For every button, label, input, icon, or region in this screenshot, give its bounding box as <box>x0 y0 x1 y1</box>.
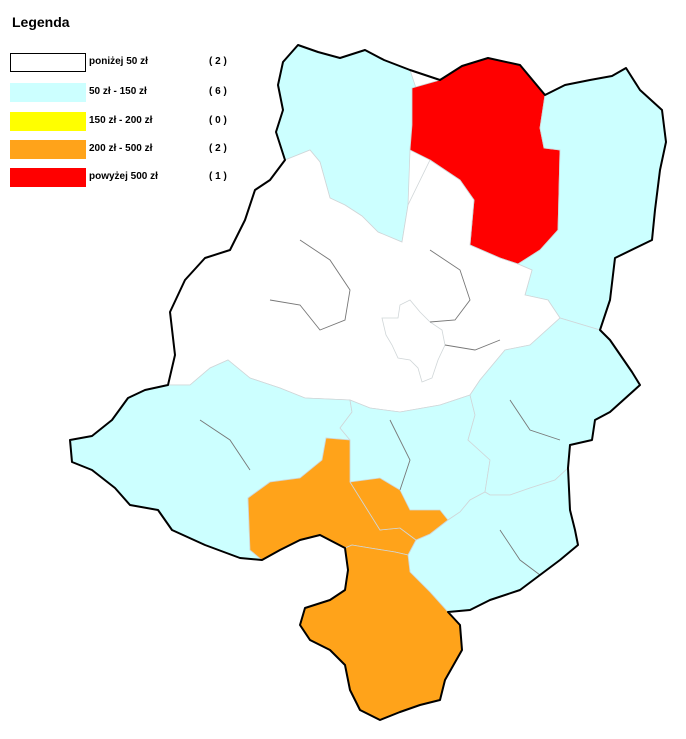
legend-item-count: ( 2 ) <box>209 143 227 154</box>
legend-swatch <box>10 83 86 102</box>
legend-item-count: ( 6 ) <box>209 86 227 97</box>
city-district[interactable] <box>381 299 446 383</box>
legend-item-count: ( 2 ) <box>209 56 227 67</box>
legend-swatch <box>10 112 86 131</box>
legend-swatch <box>10 53 86 72</box>
legend-item-label: 50 zł - 150 zł <box>89 86 147 97</box>
orange-east-district[interactable] <box>349 477 449 541</box>
legend-swatch <box>10 140 86 159</box>
legend-swatch <box>10 168 86 187</box>
legend-item-label: powyżej 500 zł <box>89 171 158 182</box>
legend-item-count: ( 0 ) <box>209 115 227 126</box>
legend-item-200-500: 200 zł - 500 zł ( 2 ) <box>10 140 250 161</box>
legend-item-above-500: powyżej 500 zł ( 1 ) <box>10 168 250 189</box>
legend-item-below-50: poniżej 50 zł ( 2 ) <box>10 53 250 74</box>
legend-item-label: 200 zł - 500 zł <box>89 143 153 154</box>
legend-item-50-150: 50 zł - 150 zł ( 6 ) <box>10 83 250 104</box>
inner-boundaries <box>199 239 561 576</box>
legend-item-150-200: 150 zł - 200 zł ( 0 ) <box>10 112 250 133</box>
legend-item-count: ( 1 ) <box>209 171 227 182</box>
voivodeship-outline <box>69 44 667 721</box>
legend-item-label: 150 zł - 200 zł <box>89 115 153 126</box>
legend-item-label: poniżej 50 zł <box>89 56 148 67</box>
legend-title: Legenda <box>12 14 70 30</box>
